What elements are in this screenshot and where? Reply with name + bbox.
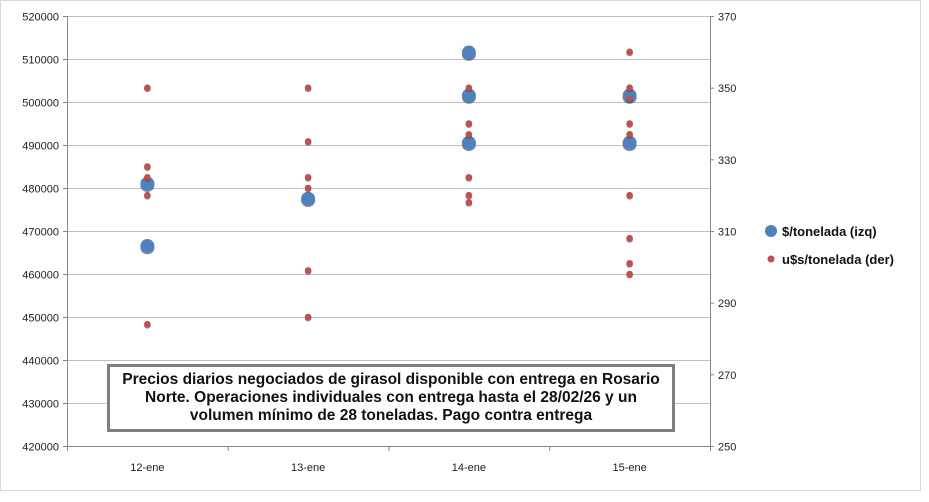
left-tick-label: 430000 <box>22 399 59 411</box>
right-tick-label: 330 <box>718 155 736 167</box>
legend-label-usd: u$s/tonelada (der) <box>782 252 894 267</box>
data-point-usd <box>144 163 151 170</box>
data-point-usd-ars <box>301 191 316 206</box>
data-point-usd <box>144 173 151 181</box>
data-point-usd <box>304 84 312 91</box>
right-tick-label: 250 <box>718 442 736 454</box>
data-point-usd-ars <box>140 239 155 254</box>
data-point-usd <box>304 313 312 321</box>
data-point-usd <box>465 191 473 199</box>
data-point-usd <box>626 120 633 127</box>
x-tick-label: 14-ene <box>452 462 486 474</box>
data-point-usd <box>304 184 312 192</box>
data-point-usd <box>465 84 473 91</box>
left-tick-label: 520000 <box>22 12 59 24</box>
right-tick-label: 350 <box>718 83 736 95</box>
legend-label-usd-ars: $/tonelada (izq) <box>782 224 877 239</box>
right-tick-label: 370 <box>718 12 736 24</box>
left-tick-label: 470000 <box>22 227 59 239</box>
data-point-usd <box>626 84 633 91</box>
data-point-usd-ars <box>461 88 476 103</box>
legend: $/tonelada (izq) u$s/tonelada (der) <box>765 224 894 267</box>
left-axis-ticks: 420000 430000 440000 450000 460000 470000 4800… <box>22 12 67 454</box>
data-point-usd <box>304 173 312 181</box>
left-tick-label: 480000 <box>22 184 59 196</box>
data-point-usd <box>144 191 151 199</box>
data-point-usd <box>626 270 633 278</box>
right-tick-label: 310 <box>718 227 736 239</box>
data-point-usd <box>465 199 473 206</box>
data-point-usd <box>465 173 473 181</box>
left-tick-label: 490000 <box>22 141 59 153</box>
left-tick-label: 440000 <box>22 356 59 368</box>
right-tick-label: 290 <box>718 298 736 310</box>
chart-annotation: Precios diarios negociados de girasol di… <box>107 364 675 432</box>
data-point-usd <box>626 234 633 242</box>
data-point-usd-ars <box>461 135 476 150</box>
left-tick-label: 450000 <box>22 313 59 325</box>
left-tick-label: 460000 <box>22 270 59 282</box>
data-point-usd <box>144 84 151 91</box>
data-point-usd <box>465 130 473 138</box>
x-tick-label: 15-ene <box>612 462 646 474</box>
data-point-usd <box>626 48 633 56</box>
data-point-usd-ars <box>622 135 637 150</box>
data-point-usd <box>304 267 312 274</box>
legend-marker-usd-ars <box>765 225 777 237</box>
left-tick-label: 500000 <box>22 98 59 110</box>
data-point-usd <box>626 95 633 102</box>
left-tick-label: 420000 <box>22 442 59 454</box>
data-point-usd-ars <box>461 45 476 60</box>
x-tick-label: 13-ene <box>291 462 325 474</box>
data-point-usd <box>465 120 473 127</box>
x-axis-ticks: 12-ene 13-ene 14-ene 15-ene <box>67 446 711 474</box>
data-point-usd-ars <box>140 176 155 191</box>
left-tick-label: 510000 <box>22 55 59 67</box>
data-point-usd <box>626 130 633 138</box>
right-tick-label: 270 <box>718 370 736 382</box>
data-point-usd <box>626 191 633 199</box>
legend-marker-usd <box>767 255 775 263</box>
x-tick-label: 12-ene <box>130 462 164 474</box>
data-point-usd <box>144 320 151 328</box>
data-point-usd <box>304 138 312 145</box>
data-points <box>140 45 637 329</box>
right-axis-ticks: 250 270 290 310 330 350 370 <box>710 12 736 454</box>
data-point-usd <box>626 259 633 267</box>
